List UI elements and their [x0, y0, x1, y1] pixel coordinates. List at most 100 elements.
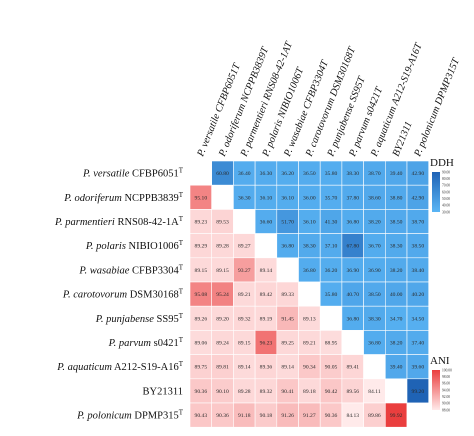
row-strain-name: RNS08-42-1A [115, 217, 179, 228]
cell-value-label: 89.14 [238, 365, 251, 371]
row-strain-name: A212-S19-A16 [112, 362, 179, 373]
cell-value-label: 38.50 [368, 292, 381, 298]
cell-value-label: 89.32 [260, 389, 273, 395]
cell-value-label: 34.50 [412, 316, 425, 322]
cell-value-label: 36.90 [346, 268, 359, 274]
legend-tick-label: 100.00 [442, 368, 452, 372]
diagonal-cell [319, 305, 343, 331]
cell-value-label: 39.60 [412, 365, 425, 371]
cell-value-label: 38.30 [303, 244, 316, 250]
row-type-strain-mark: T [179, 167, 184, 175]
column-label: P. polonicum DPMP315T [412, 56, 462, 159]
row-type-strain-mark: T [179, 409, 184, 417]
row-species-name: P. versatile [82, 169, 130, 180]
cell-value-label: 42.90 [412, 195, 425, 201]
cell-value-label: 89.42 [260, 292, 273, 298]
cell-value-label: 38.30 [346, 171, 359, 177]
cell-value-label: 89.25 [281, 341, 294, 347]
row-type-strain-mark: T [179, 312, 184, 320]
row-type-strain-mark: T [179, 215, 184, 223]
row-species-name: P. polaris [85, 241, 126, 252]
legend-tick-label: 40.00 [442, 204, 450, 208]
cell-value-label: 89.24 [216, 341, 229, 347]
legend-tick-label: 90.00 [442, 402, 450, 406]
cell-value-label: 34.70 [390, 316, 403, 322]
row-strain-name: NCPPB3839 [122, 193, 179, 204]
cell-value-label: 36.20 [281, 171, 294, 177]
cell-value-label: 42.90 [412, 171, 425, 177]
cell-value-label: 36.80 [346, 316, 359, 322]
row-type-strain-mark: T [179, 239, 184, 247]
row-type-strain-mark: T [179, 263, 184, 271]
cell-value-label: 89.28 [238, 389, 251, 395]
cell-value-label: 89.29 [195, 244, 208, 250]
cell-value-label: 36.10 [303, 220, 316, 226]
row-label: P. versatile CFBP6051T [82, 167, 184, 180]
row-species-name: P. punjabense [95, 314, 154, 325]
row-species-name: P. wasabiae [78, 265, 129, 276]
diagonal-cell [233, 209, 256, 234]
row-label: P. polonicum DPMP315T [76, 409, 184, 422]
cell-value-label: 40.00 [390, 292, 403, 298]
diagonal-cell [384, 378, 408, 404]
cell-value-label: 84.11 [368, 389, 381, 395]
cell-value-label: 36.30 [260, 171, 273, 177]
cell-value-label: 91.27 [303, 413, 316, 419]
cell-value-label: 89.36 [260, 365, 273, 371]
cell-value-label: 90.36 [195, 389, 208, 395]
cell-value-label: 93.27 [238, 268, 251, 274]
cell-value-label: 37.80 [346, 195, 359, 201]
legend-tick-label: 96.00 [442, 382, 450, 386]
row-label: P. aquaticum A212-S19-A16T [56, 360, 183, 373]
row-species-name: P. carotovorum [62, 290, 128, 301]
legend-title: ANI [430, 355, 450, 367]
cell-value-label: 99.20 [412, 389, 425, 395]
legend-color-bar [432, 370, 440, 410]
row-species-name: P. parvum [108, 338, 152, 349]
row-strain-name: NIBIO1006 [126, 241, 179, 252]
cell-value-label: 91.18 [238, 413, 251, 419]
cell-value-label: 90.36 [325, 413, 338, 419]
cell-value-label: 89.13 [303, 316, 316, 322]
cell-value-label: 95.08 [195, 292, 208, 298]
cell-value-label: 38.20 [390, 341, 403, 347]
legend-tick-label: 30.00 [442, 210, 450, 214]
cell-value-label: 84.13 [346, 413, 359, 419]
legend-color-bar [432, 172, 440, 212]
row-species-name: P. polonicum [76, 411, 132, 422]
cell-value-label: 36.10 [260, 195, 273, 201]
cell-value-label: 89.23 [195, 220, 208, 226]
cell-value-label: 89.75 [195, 365, 208, 371]
diagonal-cell [254, 233, 278, 259]
cell-value-label: 36.90 [368, 268, 381, 274]
cell-value-label: 39.40 [390, 365, 403, 371]
row-type-strain-mark: T [179, 336, 184, 344]
row-species-name: P. parmentieri [54, 217, 115, 228]
cell-value-label: 37.40 [412, 341, 425, 347]
legend-tick-label: 50.00 [442, 197, 450, 201]
cell-value-label: 37.10 [325, 244, 338, 250]
cell-value-label: 36.20 [325, 268, 338, 274]
cell-value-label: 90.41 [281, 389, 294, 395]
cell-value-label: 89.18 [303, 389, 316, 395]
cell-value-label: 89.06 [195, 341, 208, 347]
cell-value-label: 95.24 [216, 292, 229, 298]
row-label: P. wasabiae CFBP3304T [78, 263, 183, 276]
cell-value-label: 36.30 [238, 195, 251, 201]
cell-value-label: 36.10 [281, 195, 294, 201]
cell-value-label: 35.80 [325, 292, 338, 298]
cell-value-label: 89.14 [281, 365, 294, 371]
cell-value-label: 89.26 [195, 316, 208, 322]
cell-value-label: 90.36 [216, 413, 229, 419]
cell-value-label: 35.70 [325, 195, 338, 201]
legend-tick-label: 70.00 [442, 184, 450, 188]
cell-value-label: 38.70 [412, 220, 425, 226]
diagonal-cell [189, 160, 213, 186]
cell-value-label: 99.92 [390, 413, 403, 419]
row-type-strain-mark: T [179, 360, 184, 368]
cell-value-label: 38.50 [390, 220, 403, 226]
